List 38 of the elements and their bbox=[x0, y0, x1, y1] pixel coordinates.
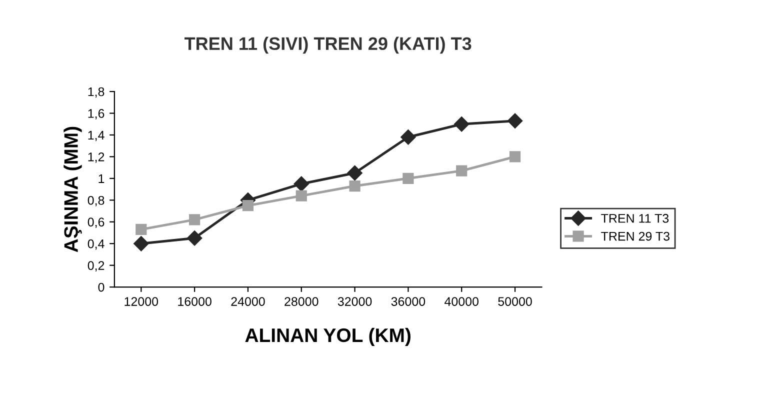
x-tick-label: 40000 bbox=[444, 297, 479, 306]
point bbox=[294, 176, 309, 192]
y-tick-label: 0 bbox=[98, 282, 104, 292]
y-tick-label: 1,6 bbox=[88, 109, 104, 120]
point bbox=[136, 224, 147, 236]
y-tick-label: 1,4 bbox=[88, 130, 104, 142]
x-tick-label: 24000 bbox=[231, 297, 265, 306]
x-axis-title: ALINAN YOL (KM) bbox=[245, 328, 410, 346]
y-tick-label: 1,8 bbox=[88, 87, 104, 98]
x-tick-label: 50000 bbox=[498, 297, 532, 306]
x-tick-label: 12000 bbox=[124, 297, 158, 306]
x-tick-label: 16000 bbox=[178, 297, 212, 306]
point bbox=[456, 165, 468, 176]
chart-title: TREN 11 (SIVI) TREN 29 (KATI) T3 bbox=[184, 36, 472, 54]
y-tick-label: 0,2 bbox=[88, 261, 104, 272]
x-tick-label: 36000 bbox=[391, 297, 426, 306]
legend-label: TREN 29 T3 bbox=[601, 232, 670, 241]
point bbox=[454, 116, 470, 132]
point bbox=[186, 230, 202, 246]
y-tick-label: 0,4 bbox=[88, 239, 104, 250]
point bbox=[189, 214, 200, 226]
point bbox=[242, 200, 254, 212]
point bbox=[400, 130, 416, 145]
point bbox=[349, 180, 360, 192]
point bbox=[134, 236, 149, 252]
y-tick-label: 1,2 bbox=[88, 152, 104, 163]
y-tick-label: 1 bbox=[98, 174, 104, 183]
point bbox=[296, 190, 307, 202]
x-tick-label: 32000 bbox=[338, 297, 372, 306]
point bbox=[347, 165, 362, 181]
y-tick-label: 0,6 bbox=[88, 218, 104, 228]
point bbox=[402, 172, 414, 184]
y-tick-label: 0,8 bbox=[88, 196, 104, 206]
y-axis-title: AŞINMA (MM) bbox=[64, 126, 82, 252]
legend-label: TREN 11 T3 bbox=[601, 214, 669, 223]
point bbox=[507, 113, 523, 128]
point bbox=[509, 151, 521, 162]
x-tick-label: 28000 bbox=[284, 297, 318, 306]
